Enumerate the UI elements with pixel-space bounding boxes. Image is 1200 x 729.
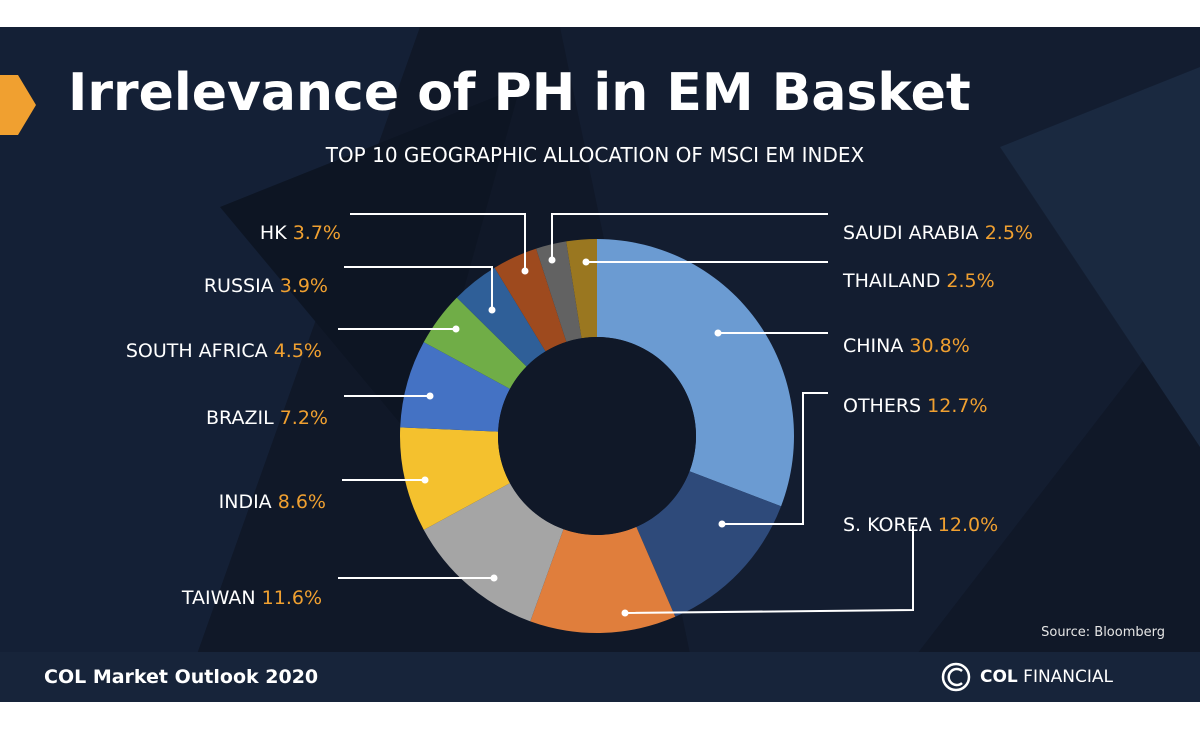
leader-line-russia	[344, 266, 493, 310]
donut-slice-thailand	[566, 239, 597, 339]
donut-slice-saudi-arabia	[536, 241, 582, 342]
leader-dot-saudi-arabia	[548, 256, 556, 264]
donut-slice-taiwan	[423, 483, 564, 622]
donut-slice-hk	[494, 248, 567, 352]
slice-label-s-korea: S. KOREA 12.0%	[843, 514, 998, 536]
slice-label-others: OTHERS 12.7%	[843, 395, 988, 417]
slice-label-saudi-arabia: SAUDI ARABIA 2.5%	[843, 222, 1033, 244]
donut-slice-south-africa	[423, 297, 527, 389]
leader-line-s-korea	[624, 526, 914, 614]
leader-line-saudi-arabia	[551, 213, 828, 260]
slice-label-taiwan: TAIWAN 11.6%	[181, 587, 322, 609]
slice-label-thailand: THAILAND 2.5%	[842, 270, 995, 292]
slice-label-india: INDIA 8.6%	[219, 491, 326, 513]
donut-slice-brazil	[400, 342, 510, 432]
leader-line-hk	[350, 213, 526, 271]
donut-chart: CHINA 30.8% OTHERS 12.7% S. KOREA 12.0% TAI…	[126, 213, 1033, 633]
leader-dot-s-korea	[621, 609, 629, 617]
leader-dot-hk	[521, 267, 529, 275]
footer-bar: COL Market Outlook 2020 COL FINANCIAL	[0, 652, 1200, 702]
slice-label-hk: HK 3.7%	[260, 222, 341, 244]
donut-slice-s-korea	[530, 526, 676, 633]
donut-slice-china	[597, 239, 794, 507]
leader-dot-brazil	[426, 392, 434, 400]
donut-slice-others	[636, 471, 782, 617]
slide-title: Irrelevance of PH in EM Basket	[68, 63, 971, 123]
donut-slice-russia	[456, 267, 546, 367]
slice-label-russia: RUSSIA 3.9%	[204, 275, 328, 297]
slice-label-china: CHINA 30.8%	[843, 335, 970, 357]
leader-dot-india	[421, 476, 429, 484]
slice-label-south-africa: SOUTH AFRICA 4.5%	[126, 340, 322, 362]
bg-shard	[1000, 67, 1200, 447]
slice-label-brazil: BRAZIL 7.2%	[206, 407, 328, 429]
donut-hole	[498, 337, 696, 535]
leader-dot-taiwan	[490, 574, 498, 582]
leader-dot-others	[718, 520, 726, 528]
leader-dot-south-africa	[452, 325, 460, 333]
leader-line-others	[722, 392, 828, 525]
source-note: Source: Bloomberg	[1041, 625, 1165, 640]
logo-icon	[941, 662, 971, 692]
donut-slice-india	[400, 427, 510, 530]
logo-text: COL FINANCIAL	[980, 667, 1114, 687]
slide: Irrelevance of PH in EM Basket TOP 10 GE…	[0, 27, 1200, 702]
chart-title: TOP 10 GEOGRAPHIC ALLOCATION OF MSCI EM …	[325, 143, 865, 167]
leader-dot-thailand	[582, 258, 590, 266]
footer-text: COL Market Outlook 2020	[44, 666, 319, 688]
leader-dot-china	[714, 329, 722, 337]
accent-chevron-icon	[0, 75, 36, 135]
leader-dot-russia	[488, 306, 496, 314]
